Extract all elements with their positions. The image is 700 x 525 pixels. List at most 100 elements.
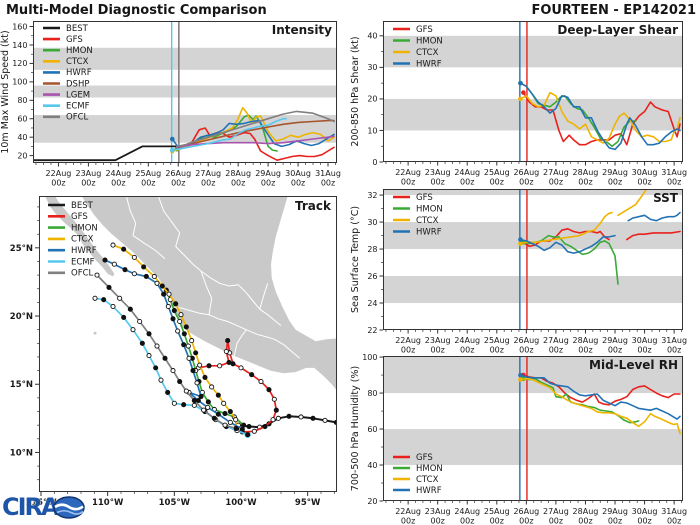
track-point-marker xyxy=(171,308,177,314)
sst-panel-title: SST xyxy=(653,191,679,205)
x-tick-sublabel: 00z xyxy=(171,179,185,188)
shear-panel-title: Deep-Layer Shear xyxy=(557,23,678,37)
x-tick-label: 31Aug xyxy=(661,168,687,177)
x-tick-sublabel: 00z xyxy=(667,178,681,187)
rh-chart: 22Aug00z23Aug00z24Aug00z25Aug00z26Aug00z… xyxy=(350,353,687,525)
intensity-series-best xyxy=(33,145,189,162)
track-point-marker xyxy=(131,271,137,277)
track-point-marker xyxy=(191,398,197,404)
x-tick-sublabel: 00z xyxy=(401,178,415,187)
intensity-series-ofcl xyxy=(176,110,335,148)
track-point-marker xyxy=(127,306,133,312)
x-tick-sublabel: 00z xyxy=(291,179,305,188)
track-point-marker xyxy=(270,417,276,423)
state-border xyxy=(237,284,261,310)
x-tick-label: 28Aug xyxy=(573,507,599,516)
track-point-marker xyxy=(249,372,255,378)
x-tick-sublabel: 00z xyxy=(667,517,681,525)
x-tick-sublabel: 00z xyxy=(321,179,335,188)
lat-tick-label: 25°N xyxy=(10,244,33,254)
track-point-marker xyxy=(121,246,127,252)
track-point-marker xyxy=(154,343,160,349)
track-point-marker xyxy=(161,291,167,297)
x-tick-sublabel: 00z xyxy=(578,517,592,525)
legend-label-gfs: GFS xyxy=(416,453,433,463)
x-tick-label: 26Aug xyxy=(513,507,539,516)
legend-label-gfs: GFS xyxy=(71,212,88,222)
track-point-marker xyxy=(110,303,116,310)
track-point-marker xyxy=(227,419,233,425)
x-tick-sublabel: 00z xyxy=(430,346,444,355)
y-tick-label: 20 xyxy=(367,95,377,104)
track-point-marker xyxy=(271,396,277,402)
x-tick-sublabel: 00z xyxy=(430,178,444,187)
x-tick-label: 28Aug xyxy=(225,169,251,178)
y-tick-label: 26 xyxy=(367,272,377,281)
x-tick-sublabel: 00z xyxy=(519,346,533,355)
track-point-marker xyxy=(171,400,177,406)
track-point-marker xyxy=(211,415,217,421)
legend-label-ctcx: CTCX xyxy=(66,57,89,67)
track-point-marker xyxy=(173,301,179,307)
x-tick-sublabel: 00z xyxy=(578,346,592,355)
lat-tick-label: 15°N xyxy=(10,380,33,390)
rh-panel-title: Mid-Level RH xyxy=(589,358,678,372)
intensity-series-ecmf xyxy=(171,117,287,151)
y-tick-label: 80 xyxy=(367,389,377,398)
x-tick-sublabel: 00z xyxy=(667,346,681,355)
state-border xyxy=(175,246,202,272)
track-point-marker xyxy=(223,348,229,355)
legend-label-ctcx: CTCX xyxy=(71,235,94,245)
sst-series-hwrf xyxy=(519,234,616,254)
state-border xyxy=(132,235,166,260)
track-point-marker xyxy=(178,312,184,318)
y-tick-label: 40 xyxy=(367,461,377,470)
track-point-marker xyxy=(202,374,208,380)
sst-series-ctcx xyxy=(617,189,647,217)
intensity-series-dshp xyxy=(176,119,335,149)
track-point-marker xyxy=(217,363,223,369)
state-border xyxy=(157,196,181,247)
track-point-marker xyxy=(190,368,196,374)
shear-ylabel: 200-850 hPa Shear (kt) xyxy=(350,36,361,146)
legend-label-hmon: HMON xyxy=(416,204,443,214)
track-point-marker xyxy=(215,392,221,398)
intensity-series-gfs xyxy=(176,127,335,161)
x-tick-sublabel: 00z xyxy=(430,517,444,525)
x-tick-label: 22Aug xyxy=(46,169,72,178)
track-point-marker xyxy=(186,355,192,361)
x-tick-label: 23Aug xyxy=(425,168,451,177)
x-tick-label: 25Aug xyxy=(484,336,510,345)
track-point-marker xyxy=(246,423,252,430)
legend-label-hwrf: HWRF xyxy=(416,59,442,69)
state-border xyxy=(200,270,239,287)
x-tick-sublabel: 00z xyxy=(519,178,533,187)
x-tick-sublabel: 00z xyxy=(401,517,415,525)
page-title: Multi-Model Diagnostic Comparison xyxy=(6,3,267,18)
track-point-marker xyxy=(198,393,204,400)
sst-ylabel: Sea Surface Temp (°C) xyxy=(350,206,361,313)
legend-label-hmon: HMON xyxy=(416,36,443,46)
x-tick-label: 31Aug xyxy=(661,507,687,516)
x-tick-sublabel: 00z xyxy=(460,517,474,525)
x-tick-label: 22Aug xyxy=(395,336,421,345)
track-series-best xyxy=(238,415,337,429)
cira-logo: CIRA xyxy=(2,493,85,521)
x-tick-label: 31Aug xyxy=(315,169,341,178)
track-point-marker xyxy=(102,257,108,263)
legend-label-hwrf: HWRF xyxy=(416,227,442,237)
track-point-marker xyxy=(286,413,292,419)
x-tick-sublabel: 00z xyxy=(141,179,155,188)
track-point-marker xyxy=(193,350,199,356)
track-point-marker xyxy=(194,380,200,386)
x-tick-label: 23Aug xyxy=(76,169,102,178)
rh-series-hwrf xyxy=(519,374,681,420)
track-point-marker xyxy=(117,295,123,301)
track-point-marker xyxy=(222,411,228,417)
x-tick-label: 24Aug xyxy=(454,507,480,516)
y-tick-label: 100 xyxy=(362,353,377,362)
mid-level-rh-panel: 22Aug 00z 23Aug 00z 24Aug 00z 25Aug 00z 26Aug 00z… xyxy=(350,353,687,525)
state-border xyxy=(274,338,301,359)
